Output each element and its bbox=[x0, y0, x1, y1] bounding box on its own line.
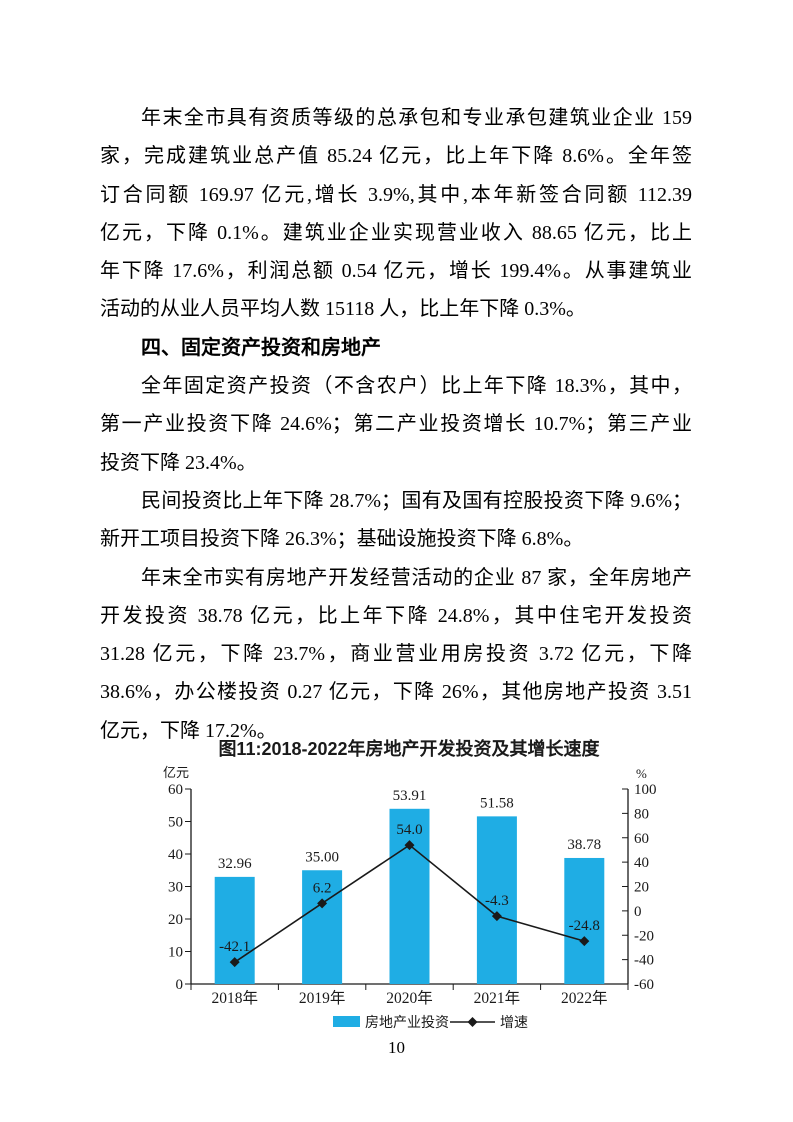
text-line: 第一产业投资下降 24.6%；第二产业投资增长 10.7%；第三产业 bbox=[100, 413, 692, 436]
text-line: 38.6%，办公楼投资 0.27 亿元，下降 26%，其他房地产投资 3.51 bbox=[100, 681, 692, 704]
text-line: 年末全市具有资质等级的总承包和专业承包建筑业企业 159 bbox=[141, 107, 692, 129]
text-line: 全年固定资产投资（不含农户）比上年下降 18.3%，其中， bbox=[141, 375, 692, 398]
y-tick-label-right: 100 bbox=[634, 782, 657, 798]
y-tick-label-left: 50 bbox=[168, 815, 183, 831]
x-tick-label: 2021年 bbox=[474, 989, 521, 1007]
y-tick-label-right: 40 bbox=[634, 855, 649, 871]
bar-2020年 bbox=[389, 808, 430, 984]
chart-title: 图11:2018-2022年房地产开发投资及其增长速度 bbox=[218, 738, 600, 759]
y-tick-label-right: 20 bbox=[634, 880, 649, 896]
text-line: 开发投资 38.78 亿元，比上年下降 24.8%，其中住宅开发投资 bbox=[100, 604, 692, 627]
y-tick-label-right: 60 bbox=[634, 831, 649, 847]
bar-value-label: 35.00 bbox=[305, 849, 339, 865]
text-line: 家，完成建筑业总产值 85.24 亿元，比上年下降 8.6%。全年签 bbox=[100, 145, 692, 168]
y-tick-label-right: -20 bbox=[634, 928, 654, 944]
line-value-label: -24.8 bbox=[569, 918, 600, 934]
y-tick-label-left: 20 bbox=[168, 912, 183, 928]
page-number: 10 bbox=[388, 1038, 405, 1057]
y-tick-label-right: -60 bbox=[634, 977, 654, 993]
x-tick-label: 2018年 bbox=[211, 989, 258, 1007]
x-tick-label: 2022年 bbox=[561, 989, 608, 1007]
bar-2019年 bbox=[302, 870, 343, 984]
text-line: 31.28 亿元，下降 23.7%，商业营业用房投资 3.72 亿元，下降 bbox=[100, 643, 692, 666]
text-line: 年末全市实有房地产开发经营活动的企业 87 家，全年房地产 bbox=[141, 566, 692, 589]
growth-marker bbox=[491, 911, 502, 922]
text-line: 民间投资比上年下降 28.7%；国有及国有控股投资下降 9.6%； bbox=[141, 489, 692, 512]
y-tick-label-left: 40 bbox=[168, 847, 183, 863]
y-tick-label-right: 0 bbox=[634, 904, 642, 920]
text-line: 亿元，下降 0.1%。建筑业企业实现营业收入 88.65 亿元，比上 bbox=[100, 221, 692, 244]
right-axis-unit: % bbox=[636, 766, 647, 781]
text-line: 年下降 17.6%，利润总额 0.54 亿元，增长 199.4%。从事建筑业 bbox=[100, 260, 692, 283]
bar-value-label: 51.58 bbox=[480, 795, 514, 811]
text-line: 订合同额 169.97 亿元,增长 3.9%,其中,本年新签合同额 112.39 bbox=[100, 183, 692, 206]
growth-marker bbox=[579, 936, 590, 947]
growth-marker bbox=[404, 840, 415, 851]
legend-bar-label: 房地产业投资 bbox=[365, 1015, 449, 1031]
bar-value-label: 32.96 bbox=[218, 856, 252, 872]
bar-2022年 bbox=[564, 857, 605, 984]
line-value-label: -42.1 bbox=[219, 939, 250, 955]
line-value-label: -4.3 bbox=[485, 893, 509, 909]
legend-line-marker-icon bbox=[467, 1017, 478, 1027]
x-tick-label: 2020年 bbox=[386, 989, 433, 1007]
body-text: 年末全市具有资质等级的总承包和专业承包建筑业企业 159 家，完成建筑业总产值 8… bbox=[100, 99, 692, 750]
bar-2018年 bbox=[214, 876, 255, 984]
bar-value-label: 38.78 bbox=[567, 837, 601, 853]
left-axis-unit: 亿元 bbox=[163, 765, 189, 780]
line-value-label: 54.0 bbox=[396, 822, 422, 838]
legend-line-label: 增速 bbox=[500, 1015, 528, 1031]
y-tick-label-left: 60 bbox=[168, 782, 183, 798]
legend-bar-swatch bbox=[333, 1016, 360, 1027]
text-line: 投资下降 23.4%。 bbox=[100, 451, 257, 474]
text-line: 亿元，下降 17.2%。 bbox=[100, 719, 277, 742]
text-line: 新开工项目投资下降 26.3%；基础设施投资下降 6.8%。 bbox=[100, 528, 584, 551]
y-tick-label-left: 10 bbox=[168, 945, 183, 961]
y-tick-label-left: 30 bbox=[168, 880, 183, 896]
bar-value-label: 53.91 bbox=[393, 788, 427, 804]
y-tick-label-right: 80 bbox=[634, 806, 649, 822]
growth-marker bbox=[229, 957, 240, 968]
growth-marker bbox=[317, 898, 328, 909]
y-tick-label-left: 0 bbox=[176, 977, 184, 993]
bar-2021年 bbox=[476, 816, 517, 984]
line-value-label: 6.2 bbox=[313, 880, 332, 896]
text-line: 活动的从业人员平均人数 15118 人，比上年下降 0.3%。 bbox=[100, 298, 586, 321]
section-heading: 四、固定资产投资和房地产 bbox=[141, 336, 381, 359]
x-tick-label: 2019年 bbox=[299, 989, 346, 1007]
y-tick-label-right: -40 bbox=[634, 953, 654, 969]
figure-11-chart: 图11:2018-2022年房地产开发投资及其增长速度亿元% 0 10 20 30 40 5… bbox=[150, 733, 670, 1038]
